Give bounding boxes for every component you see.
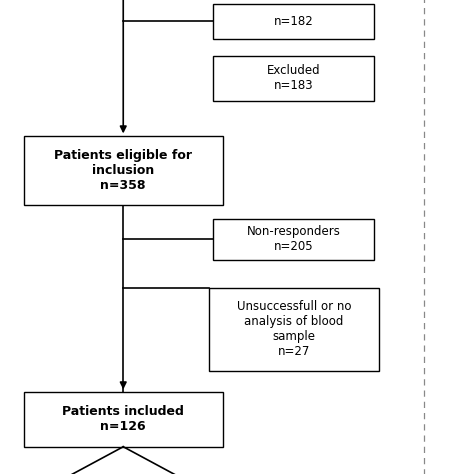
Bar bbox=[24, 137, 223, 205]
Bar bbox=[213, 219, 374, 260]
Text: Patients included
n=126: Patients included n=126 bbox=[62, 405, 184, 434]
Text: Unsuccessfull or no
analysis of blood
sample
n=27: Unsuccessfull or no analysis of blood sa… bbox=[237, 301, 351, 358]
Bar bbox=[213, 56, 374, 101]
Text: Excluded
n=183: Excluded n=183 bbox=[267, 64, 321, 92]
Bar bbox=[24, 392, 223, 447]
Bar bbox=[213, 4, 374, 39]
Text: n=182: n=182 bbox=[274, 15, 314, 28]
Text: Non-responders
n=205: Non-responders n=205 bbox=[247, 225, 341, 254]
Text: Patients eligible for
inclusion
n=358: Patients eligible for inclusion n=358 bbox=[54, 149, 192, 192]
Bar bbox=[209, 288, 379, 371]
